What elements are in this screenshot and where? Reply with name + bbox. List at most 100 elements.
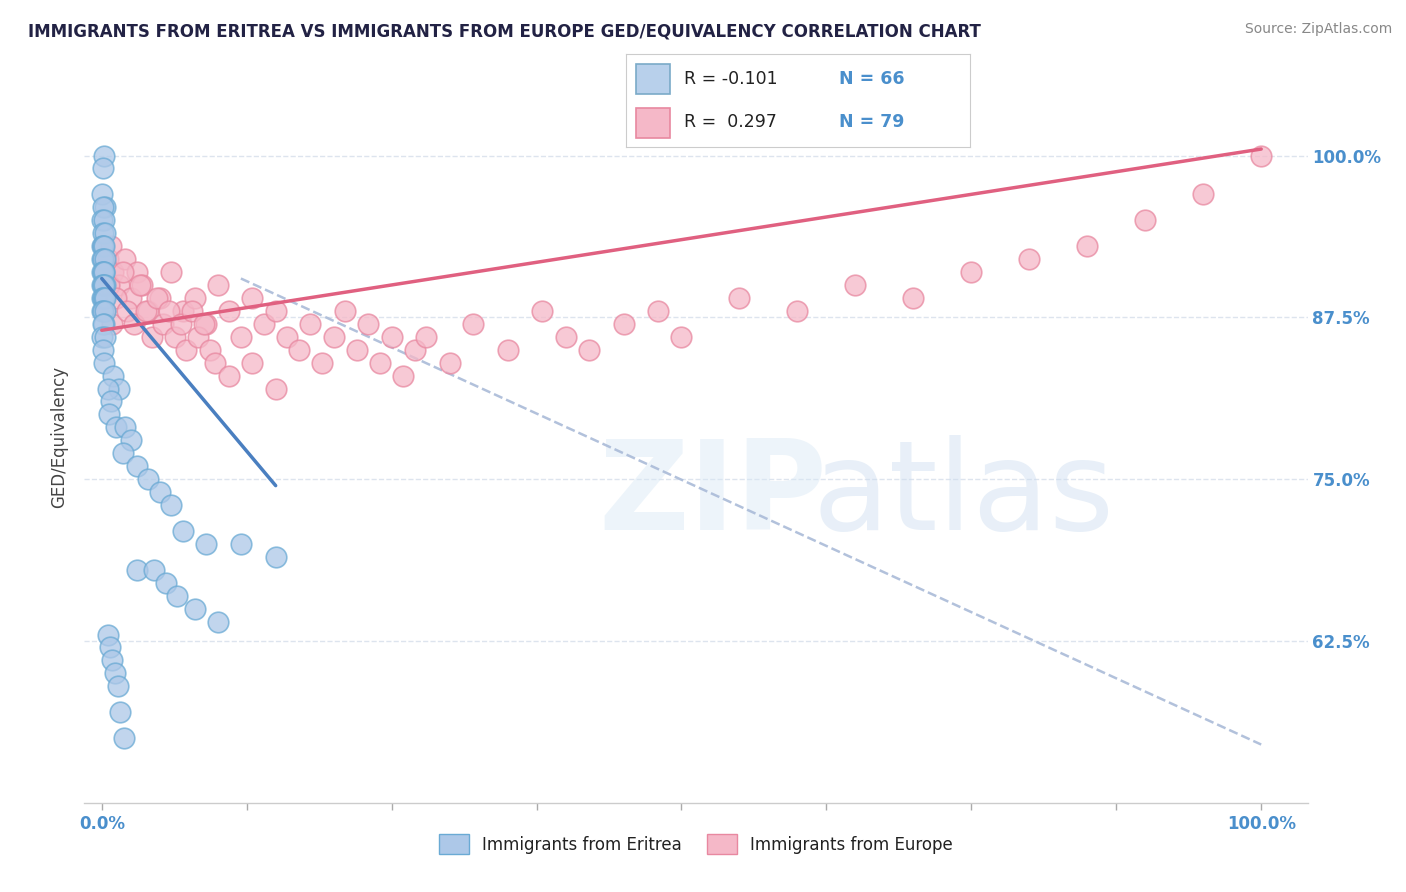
Point [152, 317, 174, 331]
Point [198, 343, 221, 357]
Point [103, 265, 125, 279]
Point [111, 265, 134, 279]
Point [125, 265, 148, 279]
Text: ZIP: ZIP [598, 435, 827, 556]
Point [93, 277, 115, 292]
Point [346, 343, 368, 357]
Point [299, 317, 322, 331]
Legend: Immigrants from Eritrea, Immigrants from Europe: Immigrants from Eritrea, Immigrants from… [432, 828, 960, 860]
Point [91, 265, 114, 279]
Point [94, 200, 117, 214]
Point [120, 434, 142, 448]
Point [94, 303, 117, 318]
Point [94, 291, 117, 305]
Point [91, 239, 114, 253]
Point [125, 459, 148, 474]
Point [94, 277, 117, 292]
Point [229, 330, 252, 344]
Point [90, 291, 112, 305]
Point [91, 343, 114, 357]
Point [195, 537, 218, 551]
Point [311, 356, 333, 370]
Point [114, 420, 136, 434]
Point [218, 303, 240, 318]
Point [104, 291, 127, 305]
Point [181, 303, 204, 318]
FancyBboxPatch shape [636, 64, 671, 94]
Point [160, 498, 183, 512]
Point [183, 291, 205, 305]
Point [728, 291, 751, 305]
Point [114, 252, 136, 266]
Point [169, 317, 191, 331]
Text: Source: ZipAtlas.com: Source: ZipAtlas.com [1244, 22, 1392, 37]
Point [100, 394, 122, 409]
Point [242, 291, 264, 305]
Point [91, 303, 114, 318]
Point [93, 148, 115, 162]
Point [155, 575, 177, 590]
Point [93, 317, 115, 331]
Point [195, 317, 218, 331]
Point [142, 563, 165, 577]
Point [1076, 239, 1098, 253]
Point [94, 303, 117, 318]
Point [101, 653, 124, 667]
Point [94, 252, 117, 266]
Point [554, 330, 576, 344]
Point [90, 213, 112, 227]
Point [335, 303, 357, 318]
Point [141, 330, 163, 344]
Text: R =  0.297: R = 0.297 [685, 113, 778, 131]
Point [496, 343, 519, 357]
Point [439, 356, 461, 370]
Point [786, 303, 808, 318]
Point [415, 330, 437, 344]
Point [149, 485, 172, 500]
Point [960, 265, 983, 279]
Point [381, 330, 404, 344]
Text: R = -0.101: R = -0.101 [685, 70, 778, 87]
Point [172, 524, 194, 538]
Point [108, 277, 131, 292]
FancyBboxPatch shape [636, 108, 671, 138]
Point [1135, 213, 1157, 227]
Point [101, 317, 124, 331]
Point [264, 549, 287, 564]
Point [229, 537, 252, 551]
Point [93, 265, 115, 279]
Point [117, 303, 139, 318]
Point [146, 291, 169, 305]
Point [276, 330, 298, 344]
Point [404, 343, 426, 357]
Point [94, 265, 117, 279]
Point [392, 368, 415, 383]
Point [110, 705, 132, 719]
Text: atlas: atlas [813, 435, 1115, 556]
Point [135, 303, 157, 318]
Point [93, 291, 115, 305]
Point [112, 731, 135, 745]
Point [207, 615, 229, 629]
Point [93, 252, 115, 266]
Point [103, 666, 125, 681]
Point [91, 226, 114, 240]
Point [183, 601, 205, 615]
Point [136, 472, 159, 486]
Text: N = 79: N = 79 [839, 113, 904, 131]
Point [288, 343, 311, 357]
Y-axis label: GED/Equivalency: GED/Equivalency [51, 366, 69, 508]
Point [100, 239, 122, 253]
Point [90, 303, 112, 318]
Point [844, 277, 866, 292]
Point [90, 252, 112, 266]
Point [120, 291, 142, 305]
Point [647, 303, 669, 318]
Point [90, 265, 112, 279]
Point [193, 317, 215, 331]
Point [242, 356, 264, 370]
Point [108, 382, 131, 396]
Point [90, 277, 112, 292]
Point [97, 277, 120, 292]
Point [107, 679, 129, 693]
